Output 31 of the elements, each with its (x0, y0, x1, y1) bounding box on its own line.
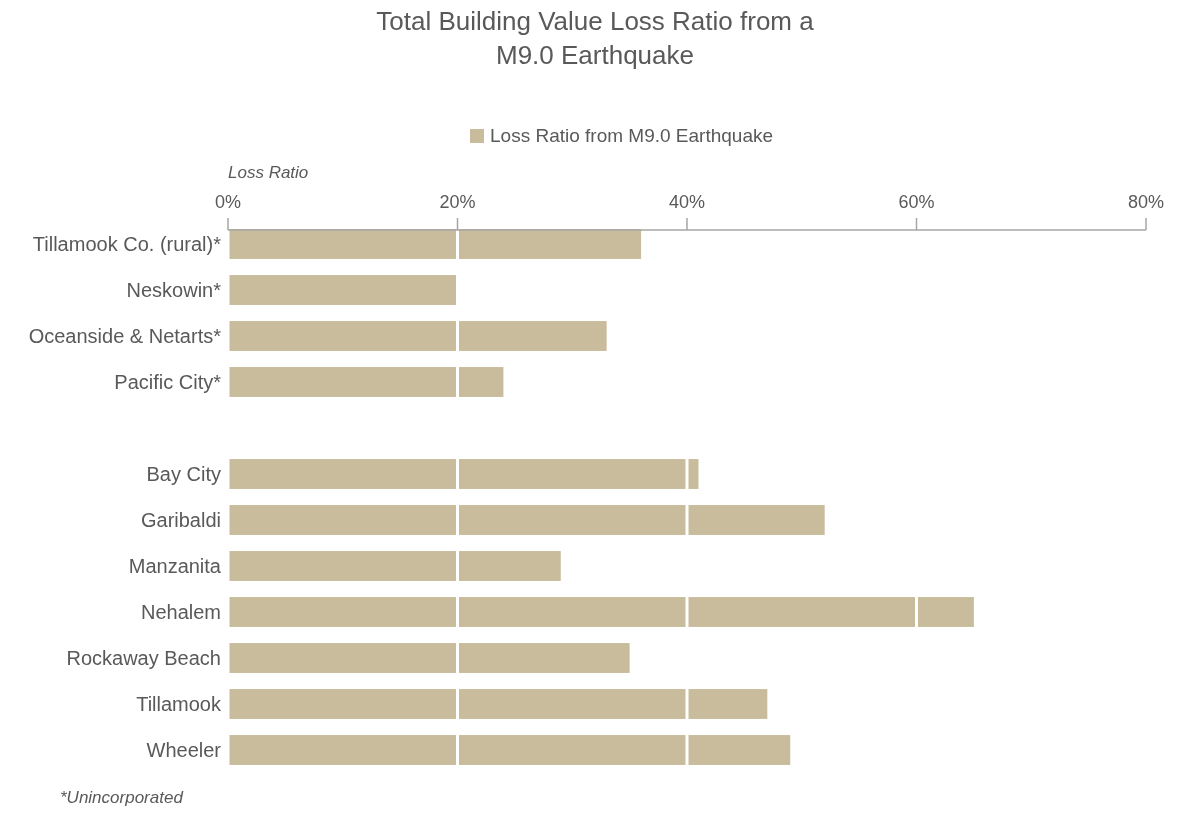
y-tick-label: Oceanside & Netarts* (28, 325, 222, 347)
y-tick-label: Nehalem (140, 601, 221, 623)
x-axis-title: Loss Ratio (228, 163, 309, 182)
y-tick-label: Neskowin* (126, 279, 222, 301)
bar (228, 551, 561, 581)
bar (228, 689, 768, 719)
x-tick-label: 0% (214, 192, 242, 212)
y-tick-label: Bay City (146, 463, 221, 485)
bar (228, 735, 791, 765)
x-tick-label: 80% (1127, 192, 1165, 212)
x-tick-label: 40% (668, 192, 706, 212)
y-tick-label: Rockaway Beach (66, 647, 221, 669)
chart-title: Total Building Value Loss Ratio from a M9.0 Earthquake (376, 6, 815, 70)
y-tick-label: Wheeler (146, 739, 222, 761)
bar (228, 597, 974, 627)
text: *Unincorporated (60, 788, 184, 807)
bar (228, 459, 699, 489)
y-tick-label: Tillamook (136, 693, 222, 715)
y-tick-label: Pacific City* (114, 371, 222, 393)
y-tick-label: Tillamook Co. (rural)* (32, 233, 222, 255)
bar (228, 275, 458, 305)
bar (228, 229, 642, 259)
bar (228, 367, 504, 397)
bar (228, 505, 825, 535)
bar (228, 321, 607, 351)
legend-label: Loss Ratio from M9.0 Earthquake (490, 125, 774, 146)
bar (228, 643, 630, 673)
y-tick-label: Garibaldi (140, 509, 221, 531)
y-tick-label: Manzanita (128, 555, 222, 577)
x-tick-label: 20% (439, 192, 476, 212)
x-tick-label: 60% (898, 192, 935, 212)
